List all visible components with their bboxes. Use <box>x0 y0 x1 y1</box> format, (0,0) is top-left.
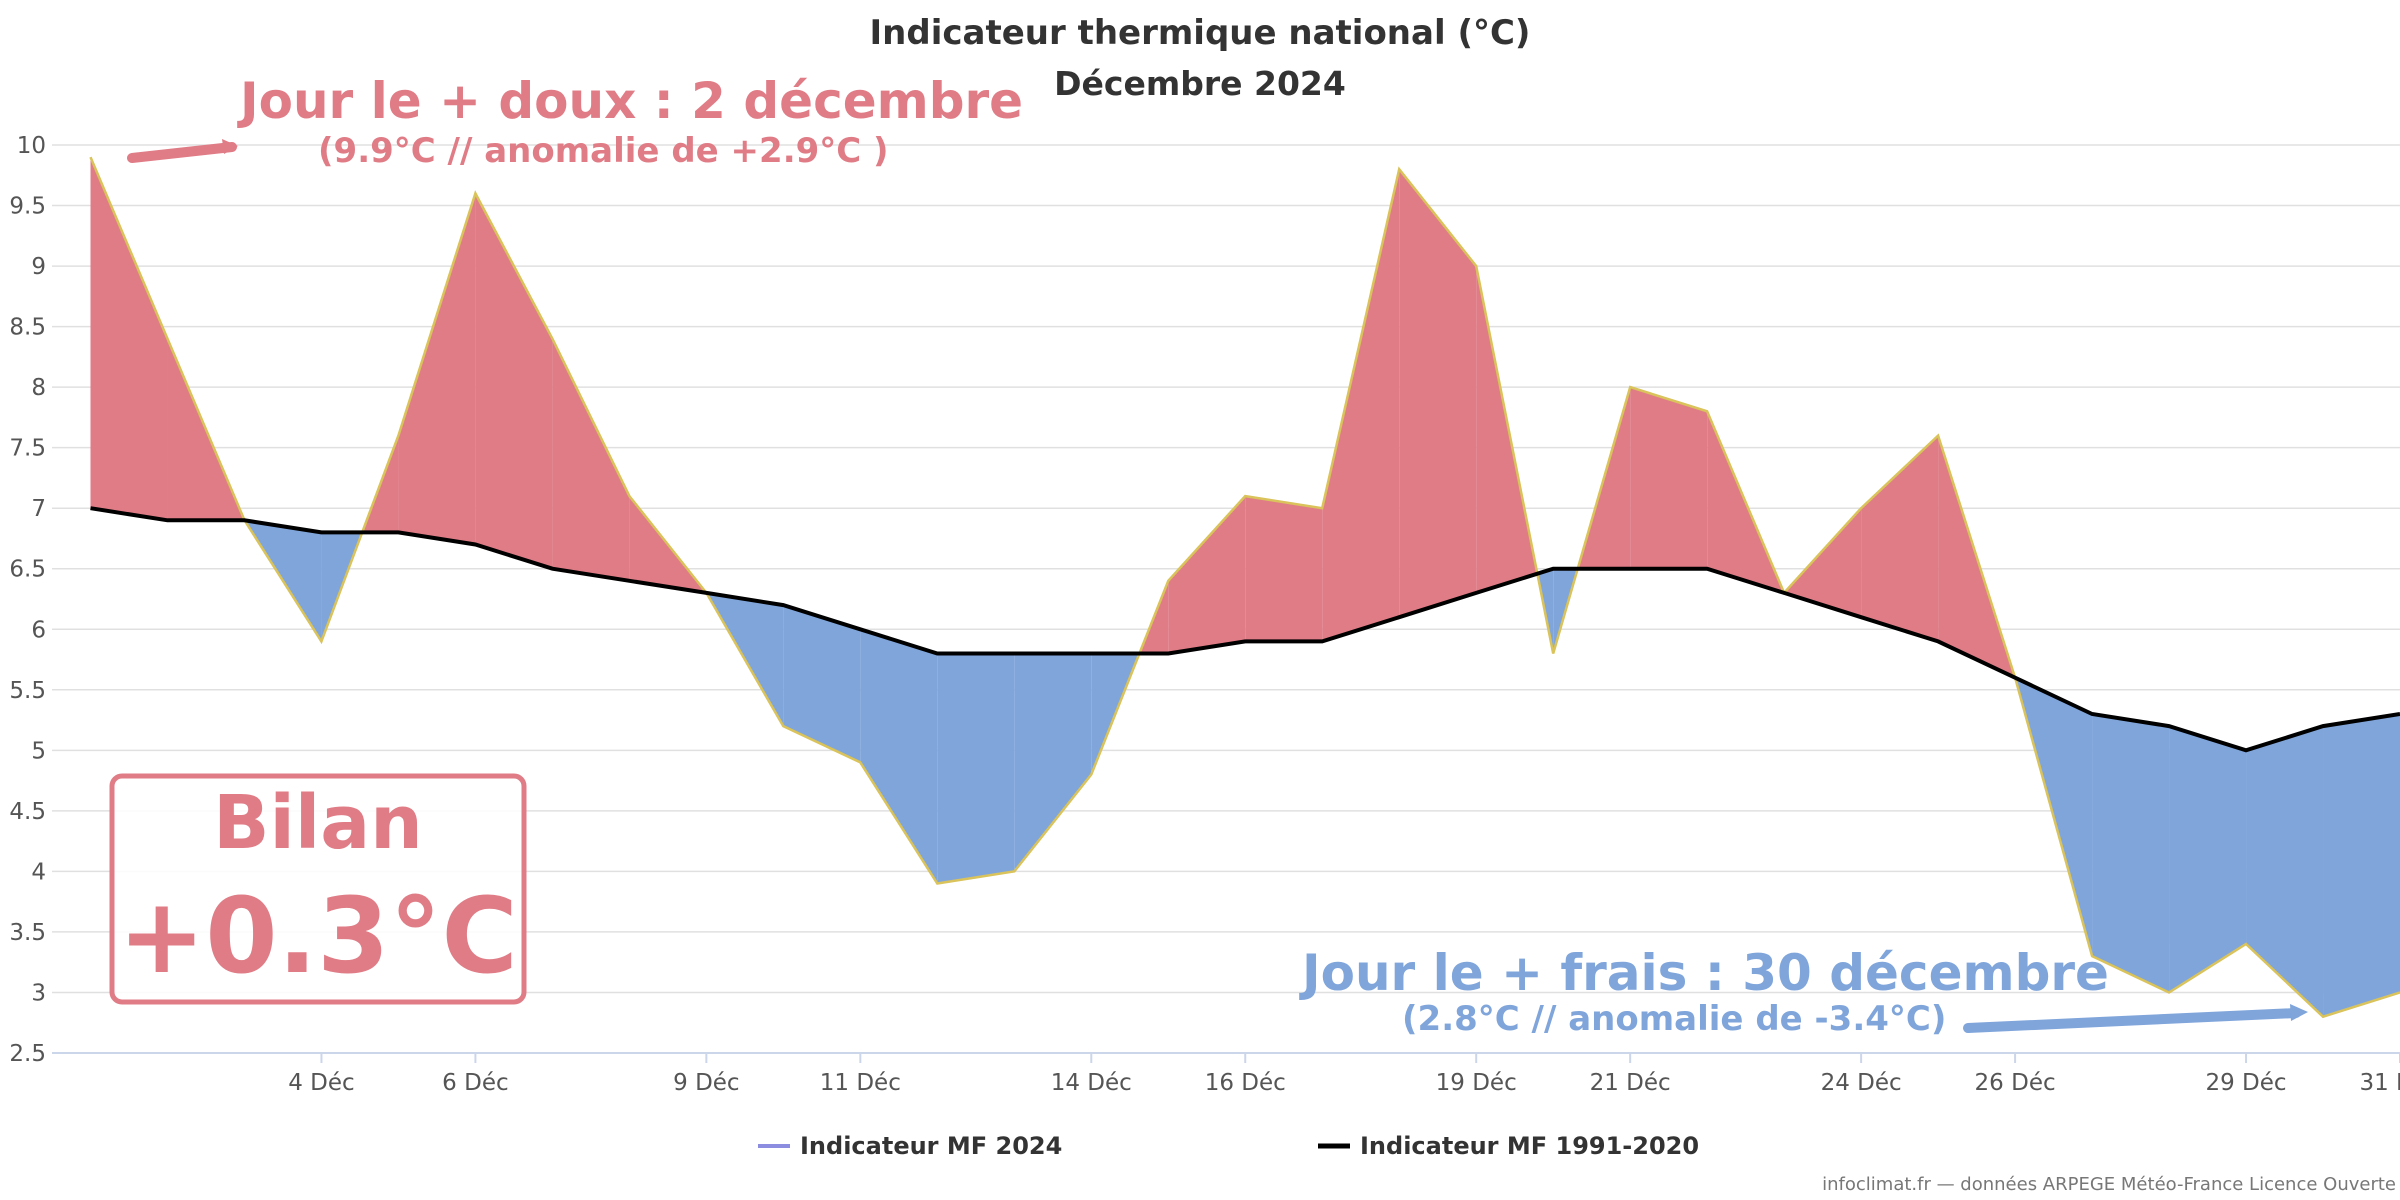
cold-anomaly-area <box>2323 714 2400 1017</box>
warm-anomaly-area <box>1784 508 1862 618</box>
warm-anomaly-area <box>1861 435 1939 642</box>
x-axis: 4 Déc 6 Déc 9 Déc 11 Déc 14 Déc 16 Déc 19 Déc 2… <box>52 1052 2400 1096</box>
warm-anomaly-area <box>1168 496 1246 654</box>
credit-text: infoclimat.fr — données ARPEGE Météo-Fra… <box>1822 1174 2396 1195</box>
warm-day-arrow <box>127 142 237 163</box>
y-tick-label: 4 <box>31 859 46 885</box>
x-tick-label: 31 Déc <box>2359 1070 2400 1096</box>
chart-title: Indicateur thermique national (°C) <box>870 13 1531 53</box>
bilan-value: +0.3°C <box>118 875 518 997</box>
cold-anomaly-area <box>2246 726 2324 1017</box>
warm-anomaly-area <box>1399 169 1477 618</box>
y-tick-label: 3 <box>31 980 46 1006</box>
y-tick-label: 8.5 <box>9 315 46 341</box>
x-tick-label: 4 Déc <box>288 1070 354 1096</box>
warm-anomaly-area <box>398 193 476 545</box>
warm-day-arrow-head <box>222 139 238 154</box>
cold-day-arrow-head <box>2290 1004 2308 1021</box>
x-tick-label: 14 Déc <box>1051 1070 1132 1096</box>
y-tick-label: 3.5 <box>9 920 46 946</box>
cold-day-arrow <box>1963 1008 2301 1033</box>
series-lines <box>89 156 2400 1019</box>
cold-anomaly-area <box>2169 726 2247 993</box>
x-tick-label: 21 Déc <box>1590 1070 1671 1096</box>
cold-anomaly-area <box>860 629 938 884</box>
y-tick-label: 7.5 <box>9 436 46 462</box>
x-tick-label: 29 Déc <box>2205 1070 2286 1096</box>
y-tick-label: 8 <box>31 375 46 401</box>
bilan-box <box>109 773 527 1005</box>
warm-anomaly-area <box>1245 496 1323 642</box>
warm-anomaly-area <box>475 193 553 569</box>
warm-anomaly-area <box>552 338 630 581</box>
legend-label-2024: Indicateur MF 2024 <box>800 1132 1062 1160</box>
warm-day-title: Jour le + doux : 2 décembre <box>237 72 1023 130</box>
y-tick-label: 6.5 <box>9 557 46 583</box>
y-tick-label: 4.5 <box>9 799 46 825</box>
legend: Indicateur MF 2024 Indicateur MF 1991-20… <box>758 1132 1699 1160</box>
warm-anomaly-area <box>1630 387 1708 569</box>
y-tick-label: 2.5 <box>9 1041 46 1067</box>
bilan-label: Bilan <box>213 780 423 866</box>
series-line-normal <box>90 506 2400 753</box>
chart-subtitle: Décembre 2024 <box>1054 64 1346 103</box>
x-tick-label: 19 Déc <box>1436 1070 1517 1096</box>
cold-anomaly-area <box>937 653 1015 884</box>
warm-day-detail: (9.9°C // anomalie de +2.9°C ) <box>318 131 889 171</box>
x-tick-label: 11 Déc <box>820 1070 901 1096</box>
y-tick-label: 5.5 <box>9 678 46 704</box>
y-tick-label: 6 <box>31 617 46 643</box>
legend-label-normal: Indicateur MF 1991-2020 <box>1360 1132 1699 1160</box>
cold-anomaly-area <box>783 605 861 763</box>
anomaly-areas <box>90 157 2400 1017</box>
y-tick-label: 9 <box>31 254 46 280</box>
y-tick-label: 5 <box>31 738 46 764</box>
y-tick-label: 9.5 <box>9 194 46 220</box>
y-tick-label: 10 <box>17 133 46 159</box>
y-axis: 2.5 3 3.5 4 4.5 5 5.5 6 6.5 7 7.5 8 8.5 9 9.5 10 <box>9 133 46 1067</box>
cold-anomaly-area <box>1014 653 1092 872</box>
cold-day-detail: (2.8°C // anomalie de -3.4°C) <box>1402 999 1946 1039</box>
x-tick-label: 16 Déc <box>1205 1070 1286 1096</box>
x-tick-label: 6 Déc <box>442 1070 508 1096</box>
x-tick-label: 9 Déc <box>673 1070 739 1096</box>
y-tick-label: 7 <box>31 496 46 522</box>
cold-anomaly-area <box>2092 714 2170 993</box>
x-tick-label: 26 Déc <box>1975 1070 2056 1096</box>
warm-anomaly-area <box>1322 169 1400 642</box>
x-tick-label: 24 Déc <box>1821 1070 1902 1096</box>
warm-anomaly-area <box>90 157 168 521</box>
cold-day-title: Jour le + frais : 30 décembre <box>1299 944 2109 1002</box>
